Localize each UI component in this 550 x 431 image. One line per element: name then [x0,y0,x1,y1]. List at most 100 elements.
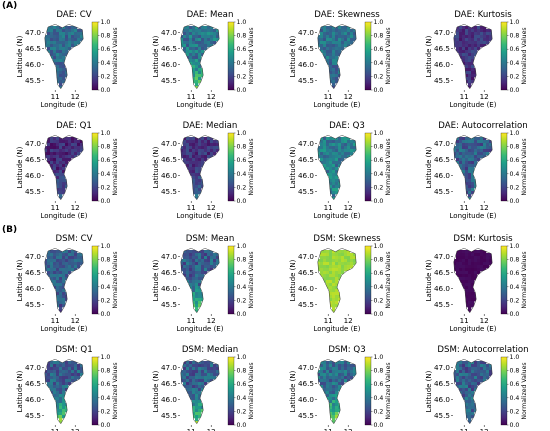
heatmap-cell [320,268,324,272]
heatmap-cell [56,280,60,284]
heatmap-cell [195,161,199,165]
heatmap-cell [320,364,324,368]
heatmap-cell [462,376,466,380]
heatmap-cell [329,152,333,156]
heatmap-cell [474,268,478,272]
heatmap-cell [329,47,333,51]
heatmap-cell [183,152,187,156]
heatmap-cell [71,149,75,153]
heatmap-cell [198,176,202,180]
heatmap-cell [468,80,472,84]
heatmap-cell [213,259,217,263]
heatmap-cell [201,74,205,78]
heatmap-cell [47,274,51,278]
heatmap-cell [56,152,60,156]
heatmap-cell [65,164,69,168]
heatmap-cell [489,29,493,33]
heatmap-cell [59,161,63,165]
heatmap-cell [344,32,348,36]
heatmap-cell [474,277,478,281]
heatmap-cell [326,283,330,287]
heatmap-cell [468,271,472,275]
heatmap-cell [68,38,72,42]
heatmap-cell [59,26,63,30]
heatmap-cell [468,176,472,180]
heatmap-cell [56,268,60,272]
heatmap-cell [471,158,475,162]
heatmap-cell [465,250,469,254]
heatmap-cell [47,149,51,153]
heatmap-cell [471,250,475,254]
heatmap-cell [335,137,339,141]
heatmap-cell [459,38,463,42]
heatmap-cell [192,32,196,36]
heatmap-cell [192,74,196,78]
heatmap-cell [183,137,187,141]
heatmap-cell [332,301,336,305]
heatmap-cell [198,265,202,269]
heatmap-cell [338,26,342,30]
heatmap-cell [350,143,354,147]
heatmap-cell [192,304,196,308]
heatmap-cell [198,361,202,365]
heatmap-cell [335,170,339,174]
heatmap-cell [344,146,348,150]
heatmap-cell [323,29,327,33]
heatmap-cell [489,38,493,42]
heatmap-cell [329,409,333,413]
heatmap-cell [323,262,327,266]
heatmap-cell [195,182,199,186]
heatmap-cell [207,250,211,254]
heatmap-cell [477,47,481,51]
heatmap-cell [489,35,493,39]
heatmap-cell [195,140,199,144]
heatmap-cell [53,259,57,263]
heatmap-cell [183,26,187,30]
heatmap-cell [186,364,190,368]
heatmap-cell [335,391,339,395]
heatmap-cell [323,164,327,168]
heatmap-cell [453,146,457,150]
panel-title: DSM: CV [56,234,93,244]
heatmap-cell [347,140,351,144]
heatmap-cell [329,143,333,147]
heatmap-cell [468,44,472,48]
heatmap-cell [74,250,78,254]
heatmap-cell [332,250,336,254]
heatmap-cell [326,41,330,45]
heatmap-cell [53,391,57,395]
heatmap-cell [341,250,345,254]
y-axis-label: Latitude (N) [425,370,433,412]
heatmap-cell [329,304,333,308]
heatmap-cell [329,385,333,389]
heatmap-cell [195,149,199,153]
heatmap-cell [353,256,357,260]
heatmap-cell [465,179,469,183]
heatmap-cell [183,149,187,153]
heatmap-cell [204,376,208,380]
heatmap-cell [474,364,478,368]
heatmap-cell [465,152,469,156]
heatmap-cell [44,262,48,266]
heatmap-cell [183,385,187,389]
heatmap-cell [456,41,460,45]
heatmap-cell [183,274,187,278]
heatmap-cell [62,259,66,263]
heatmap-cell [68,155,72,159]
heatmap-cell [189,283,193,287]
heatmap-cell [335,56,339,60]
heatmap-cell [195,176,199,180]
heatmap-cell [332,391,336,395]
heatmap-cell [192,152,196,156]
heatmap-cells [44,26,84,89]
heatmap-cell [56,26,60,30]
heatmap-cell [213,262,217,266]
heatmap-cell [47,152,51,156]
heatmap-cell [477,137,481,141]
heatmap-cell [189,394,193,398]
heatmap-cell [65,388,69,392]
heatmap-cell [471,29,475,33]
heatmap-cell [338,265,342,269]
heatmap-cell [189,62,193,66]
heatmap-cell [335,77,339,81]
